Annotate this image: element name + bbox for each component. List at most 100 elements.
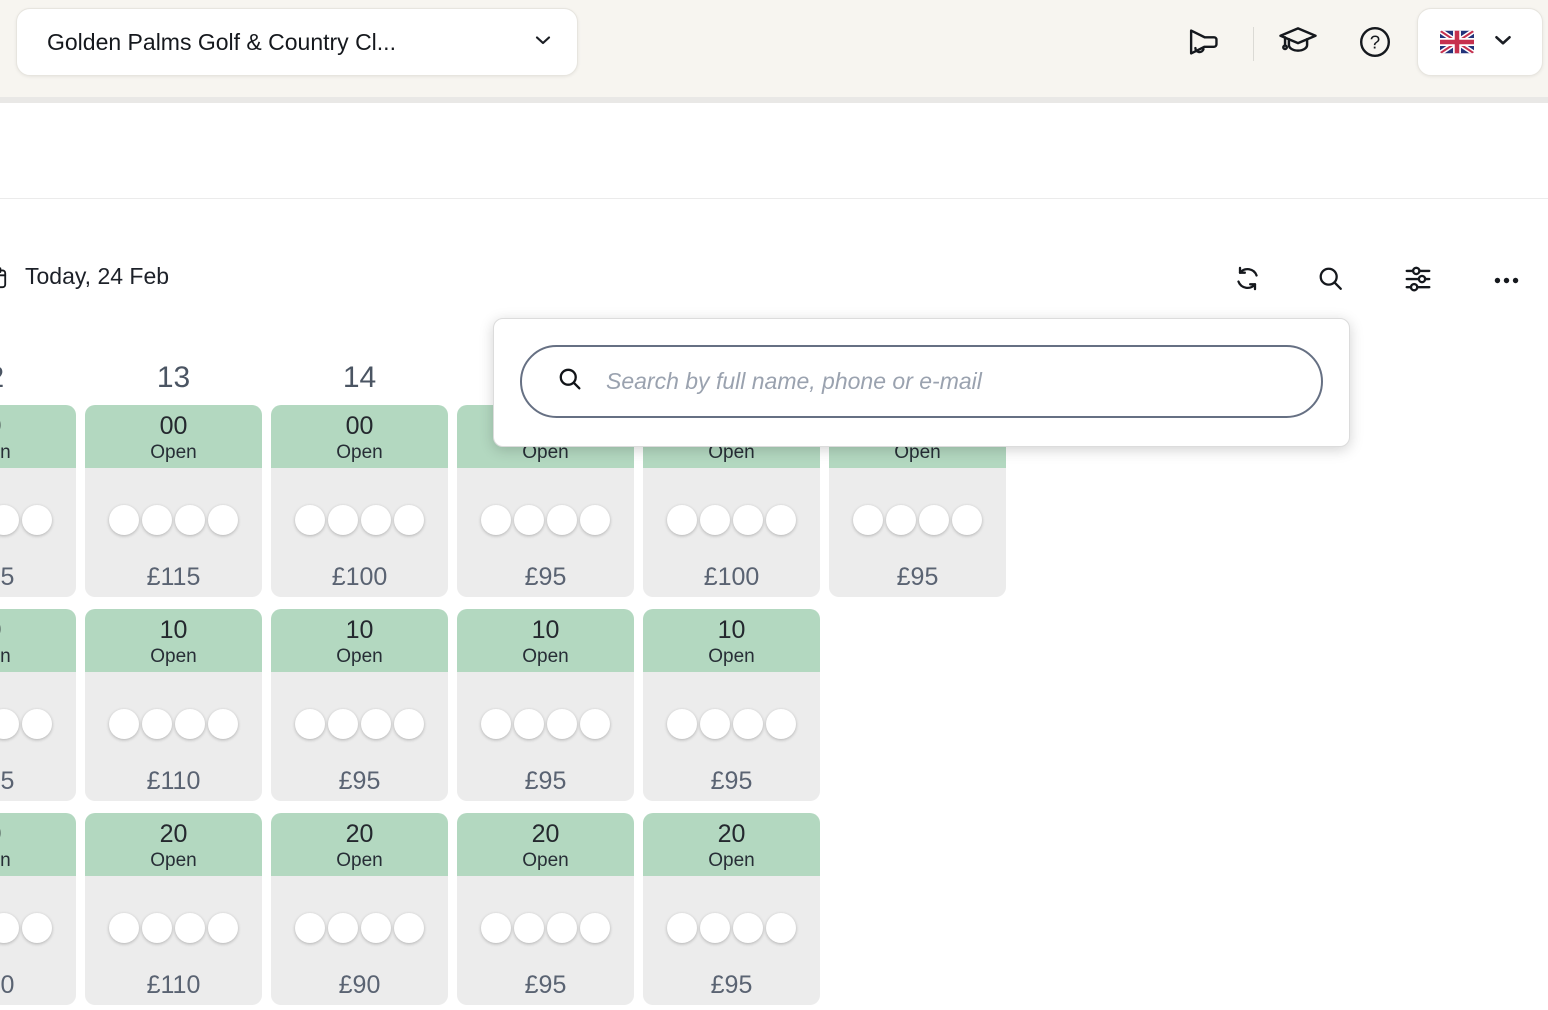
player-slot[interactable]: [514, 505, 544, 535]
player-slot[interactable]: [361, 709, 391, 739]
player-slot[interactable]: [0, 505, 19, 535]
player-slot[interactable]: [481, 913, 511, 943]
slot-body: £95: [457, 672, 634, 801]
player-slot[interactable]: [22, 709, 52, 739]
player-slot[interactable]: [700, 505, 730, 535]
player-slot[interactable]: [328, 709, 358, 739]
player-slot[interactable]: [175, 709, 205, 739]
player-slot[interactable]: [766, 709, 796, 739]
tee-slot-13:20[interactable]: 20 Open £110: [85, 813, 262, 1005]
player-slot[interactable]: [766, 505, 796, 535]
tee-slot-15:10[interactable]: 10 Open £95: [457, 609, 634, 801]
player-slot[interactable]: [295, 709, 325, 739]
player-slot[interactable]: [514, 913, 544, 943]
player-slot[interactable]: [361, 913, 391, 943]
player-slot[interactable]: [22, 505, 52, 535]
player-slots: [0, 913, 76, 943]
tee-slot-14:00[interactable]: 00 Open £100: [271, 405, 448, 597]
slot-status: Open: [150, 850, 197, 871]
refresh-icon[interactable]: [1233, 264, 1262, 298]
search-field[interactable]: [520, 345, 1323, 418]
player-slot[interactable]: [0, 913, 19, 943]
player-slot[interactable]: [175, 505, 205, 535]
more-icon[interactable]: [1491, 265, 1522, 301]
player-slot[interactable]: [142, 709, 172, 739]
club-selector[interactable]: Golden Palms Golf & Country Cl...: [16, 8, 578, 76]
tee-slot-13:10[interactable]: 10 Open £110: [85, 609, 262, 801]
player-slot[interactable]: [514, 709, 544, 739]
player-slot[interactable]: [700, 709, 730, 739]
language-selector[interactable]: [1417, 8, 1543, 76]
player-slot[interactable]: [394, 709, 424, 739]
price-label: £115: [0, 767, 15, 795]
price-label: £100: [331, 563, 388, 591]
player-slot[interactable]: [580, 505, 610, 535]
player-slot[interactable]: [667, 709, 697, 739]
player-slot[interactable]: [109, 505, 139, 535]
player-slot[interactable]: [208, 913, 238, 943]
slot-status: Open: [336, 646, 383, 667]
player-slot[interactable]: [733, 505, 763, 535]
slot-minute: 20: [0, 820, 76, 849]
player-slot[interactable]: [952, 505, 982, 535]
slot-minute: 10: [0, 616, 76, 645]
filters-icon[interactable]: [1403, 264, 1433, 299]
player-slot[interactable]: [886, 505, 916, 535]
player-slot[interactable]: [208, 505, 238, 535]
player-slot[interactable]: [295, 505, 325, 535]
player-slot[interactable]: [142, 913, 172, 943]
date-label: Today, 24 Feb: [25, 263, 170, 289]
player-slot[interactable]: [175, 913, 205, 943]
calendar-icon[interactable]: [0, 265, 9, 296]
player-slot[interactable]: [394, 505, 424, 535]
player-slot[interactable]: [547, 913, 577, 943]
player-slot[interactable]: [109, 913, 139, 943]
player-slot[interactable]: [580, 913, 610, 943]
player-slot[interactable]: [547, 709, 577, 739]
player-slot[interactable]: [733, 709, 763, 739]
tee-slot-14:20[interactable]: 20 Open £90: [271, 813, 448, 1005]
player-slot[interactable]: [667, 913, 697, 943]
player-slot[interactable]: [142, 505, 172, 535]
tee-slot-16:10[interactable]: 10 Open £95: [643, 609, 820, 801]
chevron-down-icon: [531, 28, 555, 57]
player-slot[interactable]: [0, 709, 19, 739]
player-slot[interactable]: [919, 505, 949, 535]
player-slot[interactable]: [580, 709, 610, 739]
player-slot[interactable]: [766, 913, 796, 943]
player-slot[interactable]: [208, 709, 238, 739]
tee-slot-16:20[interactable]: 20 Open £95: [643, 813, 820, 1005]
megaphone-icon[interactable]: [1184, 23, 1222, 66]
player-slot[interactable]: [22, 913, 52, 943]
player-slot[interactable]: [481, 709, 511, 739]
player-slot[interactable]: [361, 505, 391, 535]
slot-body: £95: [643, 672, 820, 801]
player-slot[interactable]: [700, 913, 730, 943]
tee-slot-14:10[interactable]: 10 Open £95: [271, 609, 448, 801]
player-slot[interactable]: [547, 505, 577, 535]
search-input[interactable]: [604, 367, 1321, 396]
player-slots: [457, 913, 634, 943]
tee-slot-13:00[interactable]: 00 Open £115: [85, 405, 262, 597]
player-slot[interactable]: [328, 505, 358, 535]
price-label: £110: [0, 971, 15, 999]
help-icon[interactable]: ?: [1357, 24, 1393, 65]
player-slot[interactable]: [853, 505, 883, 535]
player-slot[interactable]: [481, 505, 511, 535]
player-slot[interactable]: [109, 709, 139, 739]
graduation-cap-icon[interactable]: [1277, 20, 1319, 67]
player-slot[interactable]: [733, 913, 763, 943]
player-slot[interactable]: [394, 913, 424, 943]
tee-slot-15:20[interactable]: 20 Open £95: [457, 813, 634, 1005]
search-icon[interactable]: [1316, 264, 1345, 298]
player-slot[interactable]: [667, 505, 697, 535]
player-slot[interactable]: [328, 913, 358, 943]
player-slot[interactable]: [295, 913, 325, 943]
